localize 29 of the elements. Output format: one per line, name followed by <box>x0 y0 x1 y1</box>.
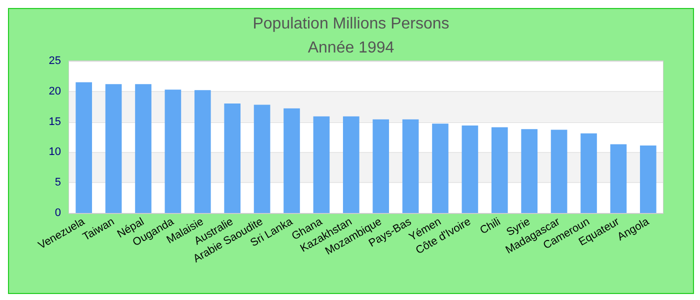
bar <box>224 104 241 213</box>
bar <box>610 144 627 213</box>
bar <box>254 104 270 213</box>
y-tick-label: 0 <box>54 207 61 219</box>
y-tick-label: 15 <box>48 116 61 128</box>
bar <box>580 133 597 213</box>
bar <box>550 130 568 213</box>
bar <box>640 146 656 213</box>
chart-title: Population Millions Persons <box>252 16 450 32</box>
bar <box>342 116 360 213</box>
bar <box>76 82 92 213</box>
bar <box>164 90 182 213</box>
bar <box>284 108 300 213</box>
bar <box>372 119 390 213</box>
bar <box>491 127 508 213</box>
bar <box>462 125 478 213</box>
y-tick-label: 25 <box>48 55 61 67</box>
chart-subtitle: Année 1994 <box>308 40 394 56</box>
bar <box>105 84 122 213</box>
bar <box>402 119 419 213</box>
y-tick-label: 10 <box>48 146 61 158</box>
bar <box>521 129 538 213</box>
bar <box>313 116 330 213</box>
y-tick-label: 20 <box>48 85 61 98</box>
x-tick-label: Chili <box>478 216 503 237</box>
bar <box>135 84 152 213</box>
bar <box>194 90 211 213</box>
bar <box>432 124 448 213</box>
y-tick-label: 5 <box>54 176 61 189</box>
